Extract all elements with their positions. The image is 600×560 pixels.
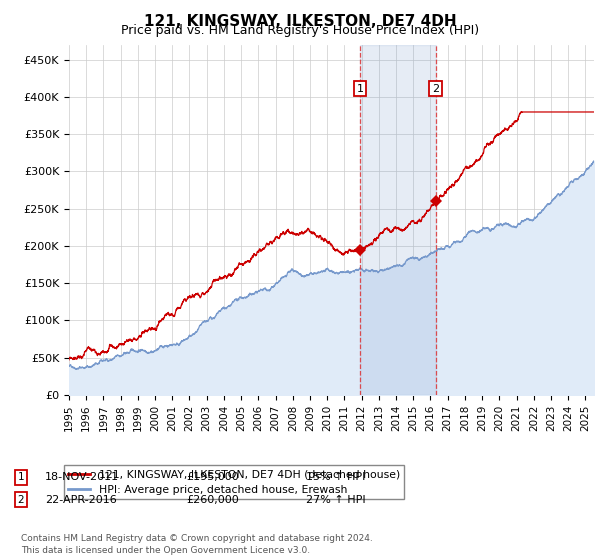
Text: 1: 1 (356, 83, 364, 94)
Text: 22-APR-2016: 22-APR-2016 (45, 494, 117, 505)
Text: Contains HM Land Registry data © Crown copyright and database right 2024.
This d: Contains HM Land Registry data © Crown c… (21, 534, 373, 555)
Text: 2: 2 (17, 494, 25, 505)
Text: 18-NOV-2011: 18-NOV-2011 (45, 472, 119, 482)
Text: £195,000: £195,000 (186, 472, 239, 482)
Text: 121, KINGSWAY, ILKESTON, DE7 4DH: 121, KINGSWAY, ILKESTON, DE7 4DH (143, 14, 457, 29)
Bar (360, 45, 436, 395)
Text: 1: 1 (17, 472, 25, 482)
Text: 2: 2 (432, 83, 439, 94)
Text: £260,000: £260,000 (186, 494, 239, 505)
Text: 15% ↑ HPI: 15% ↑ HPI (306, 472, 365, 482)
Legend: 121, KINGSWAY, ILKESTON, DE7 4DH (detached house), HPI: Average price, detached : 121, KINGSWAY, ILKESTON, DE7 4DH (detach… (64, 465, 404, 499)
Text: 27% ↑ HPI: 27% ↑ HPI (306, 494, 365, 505)
Text: Price paid vs. HM Land Registry's House Price Index (HPI): Price paid vs. HM Land Registry's House … (121, 24, 479, 37)
